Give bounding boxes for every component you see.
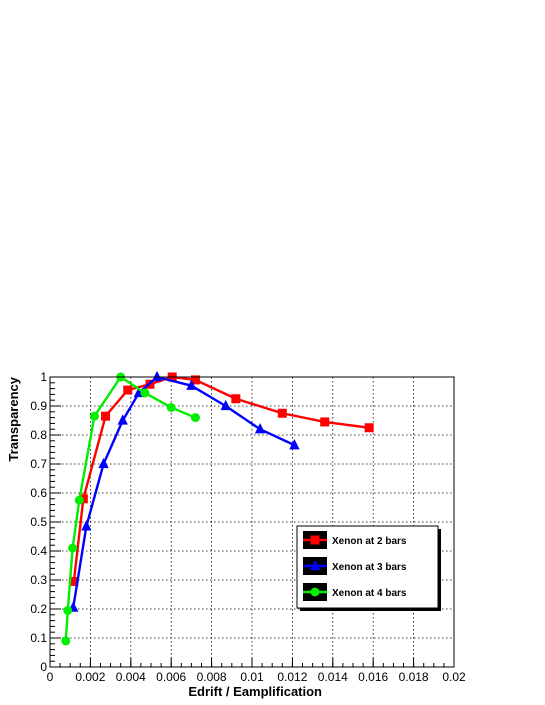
data-point-circle xyxy=(74,495,84,505)
data-point-square xyxy=(231,394,241,404)
x-tick-label: 0.02 xyxy=(442,670,466,684)
data-point-triangle xyxy=(98,457,109,469)
data-point-circle xyxy=(61,636,71,646)
data-point-triangle xyxy=(254,423,266,434)
data-point-circle xyxy=(190,413,200,423)
y-tick-label: 0.5 xyxy=(30,515,47,529)
data-point-square xyxy=(277,408,287,418)
axes: 0 0.002 0.004 0.006 0.008 0.01 0.012 0.014 0.016… xyxy=(30,370,466,684)
data-point-triangle xyxy=(81,520,92,531)
x-tick-label: 0.012 xyxy=(277,670,307,684)
data-point-circle xyxy=(140,388,150,398)
data-point-square xyxy=(190,375,200,385)
x-axis-label: Edrift / Eamplification xyxy=(188,684,322,699)
series-line xyxy=(72,375,295,608)
data-point-square xyxy=(123,385,133,395)
x-tick-label: 0.008 xyxy=(197,670,227,684)
data-point-square xyxy=(101,411,111,421)
y-tick-label: 0.7 xyxy=(30,457,47,471)
data-point-square xyxy=(310,535,320,545)
data-point-triangle xyxy=(220,399,231,411)
x-tick-label: 0 xyxy=(47,670,54,684)
plot-frame xyxy=(49,376,455,668)
x-tick-label: 0.006 xyxy=(156,670,186,684)
data-point-circle xyxy=(89,411,99,421)
x-tick-label: 0.018 xyxy=(399,670,429,684)
legend-label: Xenon at 3 bars xyxy=(332,562,407,573)
x-tick-label: 0.016 xyxy=(358,670,388,684)
legend: Xenon at 2 bars Xenon at 3 bars Xenon at 4… xyxy=(296,525,441,611)
y-axis-label: Transparency xyxy=(6,376,21,461)
x-tick-label: 0.01 xyxy=(240,670,264,684)
data-point-triangle xyxy=(186,379,197,390)
data-point-triangle xyxy=(309,559,321,571)
y-tick-label: 0.4 xyxy=(30,544,47,558)
data-point-circle xyxy=(68,543,78,553)
y-tick-label: 0.2 xyxy=(30,602,47,616)
data-point-square xyxy=(69,576,79,586)
y-tick-label: 0.9 xyxy=(30,399,47,413)
data-point-circle xyxy=(310,587,320,597)
data-point-circle xyxy=(63,605,73,615)
legend-label: Xenon at 2 bars xyxy=(332,536,407,547)
data-point-circle xyxy=(166,402,176,412)
y-tick-label: 0.8 xyxy=(30,428,47,442)
x-tick-label: 0.014 xyxy=(318,670,348,684)
x-tick-label: 0.004 xyxy=(116,670,146,684)
series-triangle xyxy=(68,370,300,612)
data-point-square xyxy=(320,417,330,427)
y-tick-label: 0 xyxy=(40,660,47,674)
y-tick-label: 0.3 xyxy=(30,573,47,587)
legend-label: Xenon at 4 bars xyxy=(332,588,407,599)
y-tick-label: 1 xyxy=(40,370,47,384)
data-point-triangle xyxy=(289,438,300,450)
data-point-triangle xyxy=(151,370,163,382)
x-tick-label: 0.002 xyxy=(75,670,105,684)
y-tick-label: 0.1 xyxy=(30,631,47,645)
y-tick-label: 0.6 xyxy=(30,486,47,500)
series-group xyxy=(61,370,374,646)
data-point-triangle xyxy=(117,414,128,425)
data-point-square xyxy=(364,423,374,433)
series-circle xyxy=(61,372,200,646)
